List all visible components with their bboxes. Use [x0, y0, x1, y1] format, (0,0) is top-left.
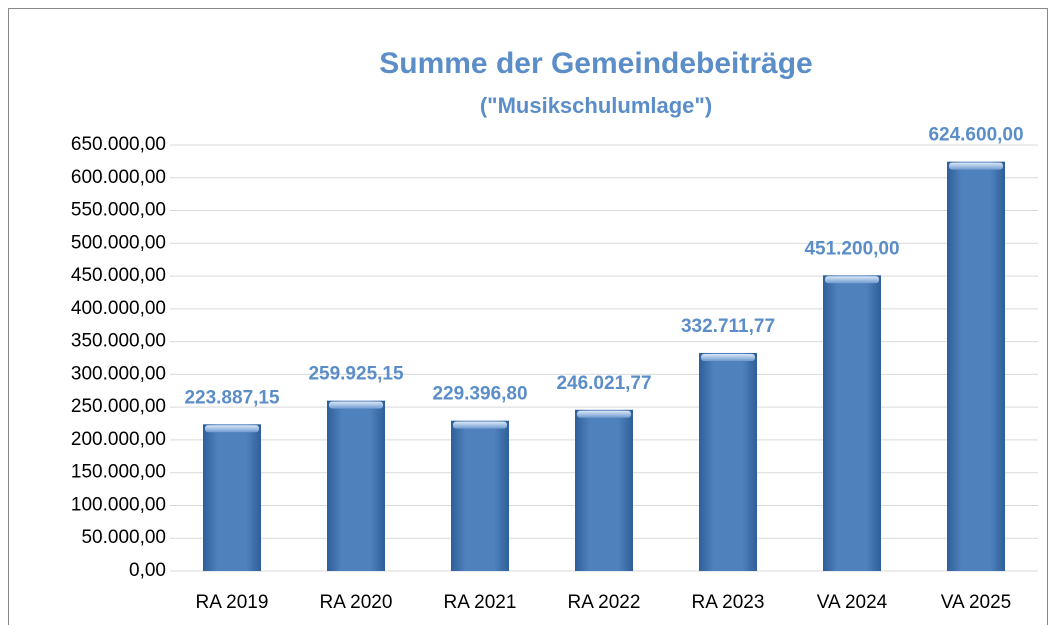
y-tick-label: 450.000,00: [71, 265, 166, 286]
value-label: 259.925,15: [308, 364, 404, 385]
bar-cap: [205, 425, 259, 433]
bar: [327, 400, 385, 571]
y-tick-label: 600.000,00: [71, 167, 166, 188]
bar-cap: [453, 421, 507, 429]
value-label: 246.021,77: [556, 373, 651, 394]
bar: [823, 275, 881, 571]
x-tick-label: VA 2025: [941, 592, 1011, 613]
y-tick-label: 400.000,00: [71, 298, 166, 319]
y-tick-label: 50.000,00: [81, 527, 166, 548]
chart-subtitle: ("Musikschulumlage"): [480, 93, 712, 118]
y-tick-label: 300.000,00: [71, 363, 166, 384]
y-tick-label: 350.000,00: [71, 331, 166, 352]
bar: [451, 420, 509, 571]
bar: [203, 424, 261, 571]
y-tick-label: 500.000,00: [71, 232, 166, 253]
x-tick-label: RA 2019: [196, 592, 269, 613]
y-tick-label: 250.000,00: [71, 396, 166, 417]
y-tick-label: 150.000,00: [71, 462, 166, 483]
x-tick-label: RA 2022: [568, 592, 641, 613]
x-tick-label: RA 2023: [692, 592, 765, 613]
bar: [947, 161, 1005, 571]
bar-cap: [825, 276, 879, 284]
bar: [575, 409, 633, 571]
bar-cap: [329, 401, 383, 409]
value-label: 223.887,15: [184, 387, 280, 408]
y-tick-label: 650.000,00: [71, 134, 166, 155]
value-label: 624.600,00: [928, 125, 1023, 146]
bar-cap: [577, 410, 631, 418]
x-tick-label: RA 2021: [444, 592, 517, 613]
x-tick-label: RA 2020: [320, 592, 393, 613]
chart-title: Summe der Gemeindebeiträge: [379, 47, 812, 80]
value-label: 451.200,00: [804, 238, 899, 259]
bar: [699, 352, 757, 571]
value-label: 332.711,77: [681, 316, 775, 337]
value-label: 229.396,80: [432, 384, 527, 405]
y-tick-label: 550.000,00: [71, 200, 166, 221]
x-tick-label: VA 2024: [817, 592, 888, 613]
y-tick-label: 200.000,00: [71, 429, 166, 450]
y-tick-label: 100.000,00: [71, 494, 166, 515]
bar-cap: [701, 353, 755, 361]
y-tick-label: 0,00: [129, 560, 166, 581]
bar-cap: [949, 162, 1003, 170]
